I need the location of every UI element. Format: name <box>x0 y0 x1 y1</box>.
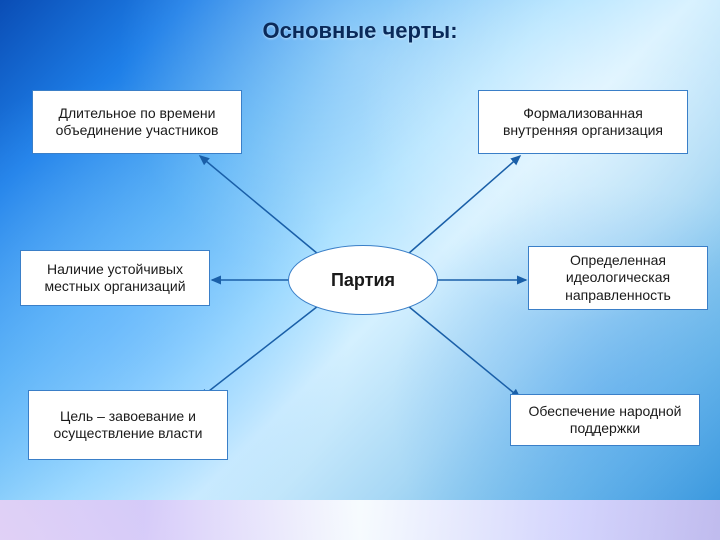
diagram-node-n6: Обеспечение народной поддержки <box>510 394 700 446</box>
center-node-label: Партия <box>331 270 395 291</box>
diagram-node-n3: Наличие устойчивых местных организаций <box>20 250 210 306</box>
diagram-node-n2: Формализованная внутренняя организация <box>478 90 688 154</box>
diagram-node-n4: Определенная идеологическая направленнос… <box>528 246 708 310</box>
diagram-node-n5: Цель – завоевание и осуществление власти <box>28 390 228 460</box>
diagram-canvas: Партия Длительное по времени объединение… <box>0 0 720 540</box>
diagram-node-n1: Длительное по времени объединение участн… <box>32 90 242 154</box>
center-node-partiya: Партия <box>288 245 438 315</box>
